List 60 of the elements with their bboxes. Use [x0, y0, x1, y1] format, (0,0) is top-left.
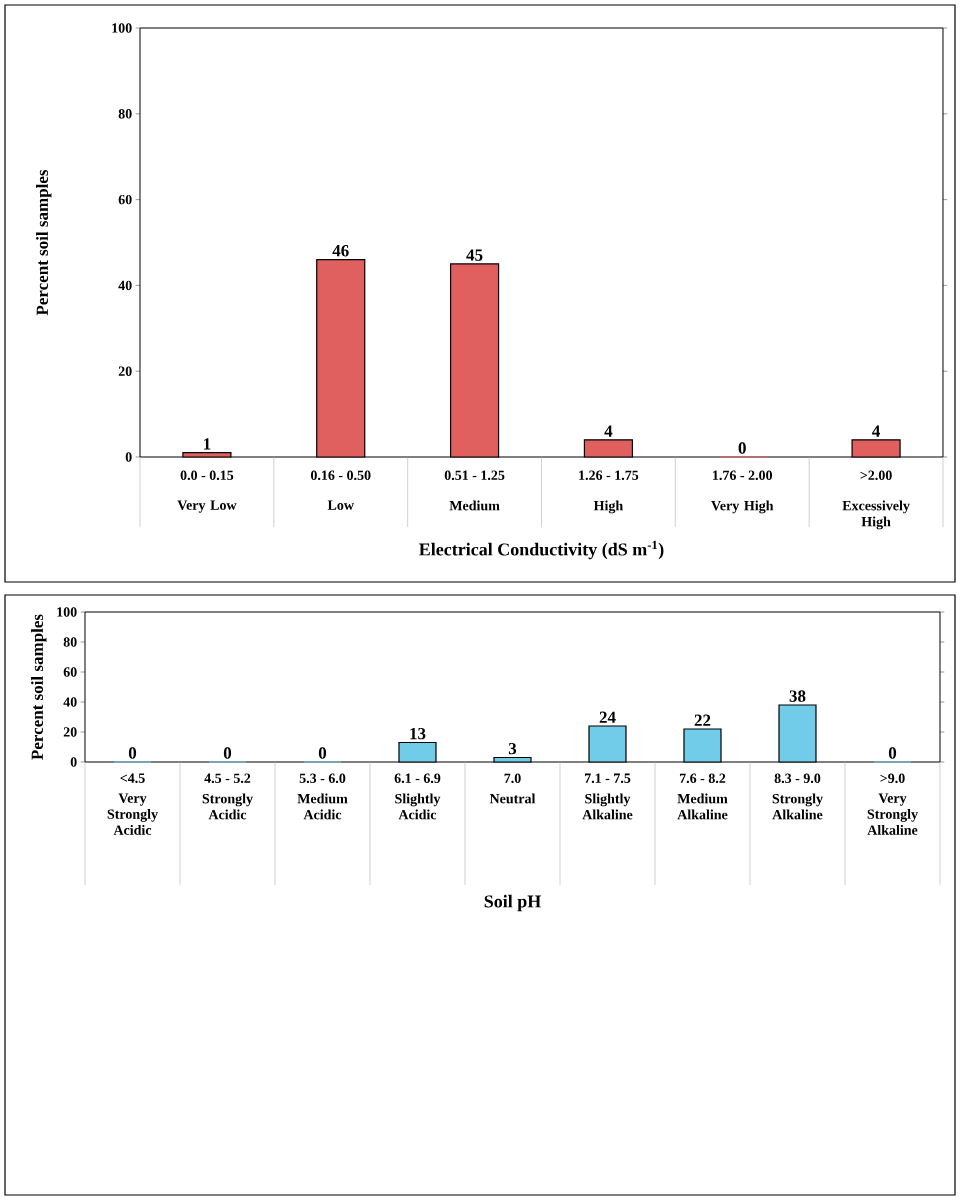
x-tick-label: 0.0 - 0.15	[180, 470, 234, 481]
data-label: 0	[318, 747, 327, 759]
y-tick-label: 80	[118, 109, 132, 119]
data-label: 4	[604, 425, 613, 437]
text: Very Strongly Acidic	[107, 793, 158, 835]
x-tick-label: 7.1 - 7.5	[584, 773, 631, 783]
x-tick-label: 4.5 - 5.2	[204, 773, 251, 784]
x-axis-title: Soil pH	[484, 894, 541, 912]
text: Strongly Acidic	[202, 793, 253, 820]
text: Slightly Alkaline	[582, 793, 633, 820]
x-tick-label: 8.3 - 9.0	[774, 773, 821, 784]
x-tick-label: 0.51 - 1.25	[444, 470, 505, 481]
y-axis-title: Percent soil samples	[31, 614, 47, 760]
text: Strongly Alkaline	[772, 793, 823, 820]
data-label: 1	[204, 438, 211, 450]
y-tick-label: 0	[125, 452, 132, 462]
x-tick-label: >9.0	[880, 773, 905, 784]
text: Medium	[449, 500, 500, 511]
data-label: 13	[410, 727, 426, 740]
text: Very Low	[177, 500, 237, 513]
text: Medium Acidic	[297, 793, 348, 820]
data-label: 45	[466, 249, 483, 261]
y-tick-label: 0	[70, 757, 77, 767]
text: Medium Alkaline	[677, 793, 728, 820]
y-tick-label: 100	[57, 607, 77, 617]
y-axis-title: Percent soil samples	[36, 169, 52, 316]
x-tick-label: <4.5	[120, 773, 145, 783]
x-tick-label: 0.16 - 0.50	[310, 470, 371, 481]
text: Excessively High	[842, 500, 910, 530]
y-tick-label: 40	[63, 697, 77, 707]
x-tick-label: 7.0	[504, 773, 521, 784]
x-tick-label: 5.3 - 6.0	[299, 773, 346, 784]
data-label: 38	[789, 690, 806, 702]
y-tick-label: 40	[118, 280, 132, 291]
text: Slightly Acidic	[395, 793, 441, 820]
x-tick-label: >2.00	[860, 470, 892, 481]
text: Very Strongly Alkaline	[867, 793, 918, 835]
text: Neutral	[489, 793, 536, 804]
y-tick-label: 20	[63, 727, 77, 737]
x-tick-label: 7.6 - 8.2	[679, 773, 726, 784]
x-tick-label: 6.1 - 6.9	[394, 773, 441, 784]
text: Low	[327, 500, 354, 510]
data-label: 0	[223, 747, 232, 759]
y-tick-label: 20	[118, 366, 132, 376]
y-tick-label: 80	[63, 637, 77, 647]
data-label: 0	[888, 747, 897, 759]
x-tick-label: 1.26 - 1.75	[579, 470, 639, 481]
text: High	[593, 500, 623, 514]
y-tick-label: 100	[112, 23, 132, 33]
y-tick-label: 60	[118, 194, 132, 205]
data-label: 46	[332, 245, 349, 257]
y-tick-label: 60	[63, 667, 77, 677]
data-label: 4	[872, 425, 881, 437]
x-axis-title: Electrical Conductivity (dS m$^{-1}$)	[419, 540, 664, 560]
data-label: 0	[738, 442, 746, 454]
data-label: 24	[599, 711, 616, 723]
x-tick-label: 1.76 - 2.00	[713, 470, 773, 481]
text: Very High	[711, 500, 774, 514]
data-label: 3	[508, 742, 517, 755]
data-label: 22	[694, 714, 711, 726]
